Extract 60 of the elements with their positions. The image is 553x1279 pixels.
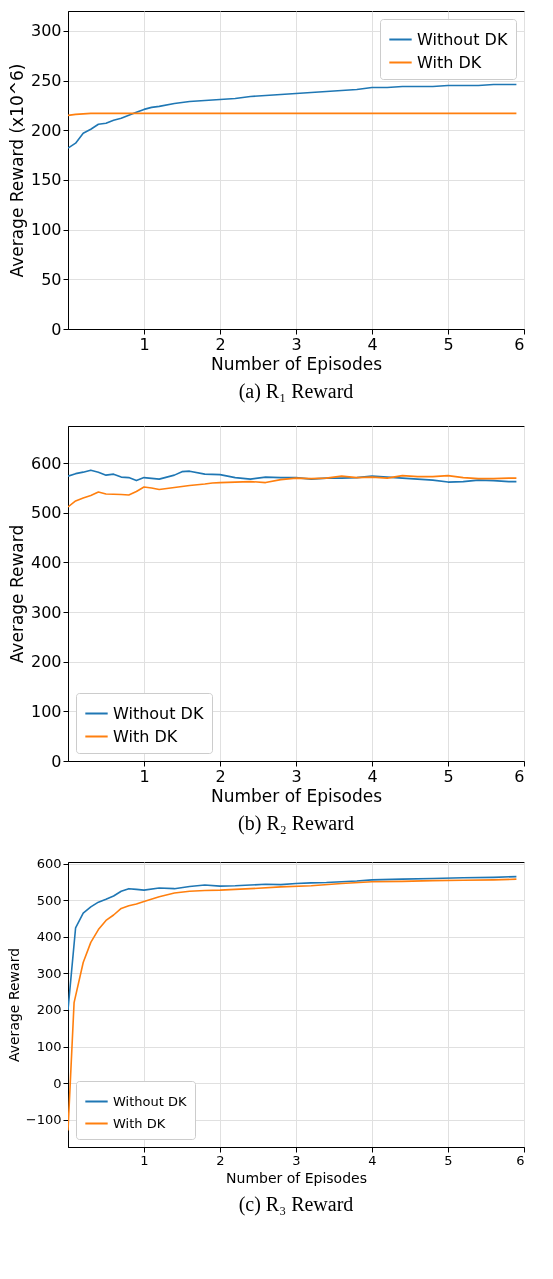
line-series xyxy=(68,474,518,508)
y-tick-label: 300 xyxy=(36,965,62,981)
x-tick-label: 1 xyxy=(139,334,150,354)
y-tick-label: 0 xyxy=(51,319,62,339)
legend-label: Without DK xyxy=(417,29,508,49)
x-tick-label: 2 xyxy=(216,1152,225,1168)
x-tick-label: 5 xyxy=(444,1152,453,1168)
legend-label: With DK xyxy=(113,1115,166,1131)
x-tick-label: 3 xyxy=(292,1152,301,1168)
y-tick-label: 100 xyxy=(30,220,62,240)
y-tick-label: −100 xyxy=(25,1112,62,1128)
x-tick-label: 5 xyxy=(443,766,454,786)
text: (c) R₃ Reward xyxy=(238,1193,354,1216)
y-tick-label: 400 xyxy=(36,929,62,945)
y-tick-label: 200 xyxy=(30,652,62,672)
y-tick-label: 300 xyxy=(30,602,62,622)
x-tick-label: 4 xyxy=(368,1152,377,1168)
y-tick-label: 400 xyxy=(30,552,62,572)
x-axis-title: Number of Episodes xyxy=(226,1169,367,1186)
y-tick-label: 250 xyxy=(30,71,62,91)
x-tick-label: 4 xyxy=(367,334,378,354)
text: (a) R₁ Reward xyxy=(238,380,354,403)
legend-label: With DK xyxy=(417,52,482,72)
y-tick-label: 300 xyxy=(30,21,62,41)
x-tick-label: 3 xyxy=(291,334,302,354)
y-tick-label: 600 xyxy=(36,856,62,872)
x-axis-title: Number of Episodes xyxy=(210,785,383,806)
x-tick-label: 6 xyxy=(516,1152,525,1168)
line-series xyxy=(68,875,518,1011)
y-tick-label: 0 xyxy=(53,1075,62,1091)
line-series xyxy=(68,83,518,149)
line-series xyxy=(68,878,518,1132)
y-tick-label: 500 xyxy=(36,892,62,908)
y-axis-title: Average Reward xyxy=(5,947,22,1063)
x-tick-label: 1 xyxy=(140,1152,149,1168)
legend-label: With DK xyxy=(113,726,178,746)
y-tick-label: 500 xyxy=(30,503,62,523)
y-tick-label: 200 xyxy=(30,120,62,140)
x-tick-label: 4 xyxy=(367,766,378,786)
y-tick-label: 150 xyxy=(30,170,62,190)
x-tick-label: 6 xyxy=(514,334,525,354)
line-series xyxy=(68,469,518,483)
y-tick-label: 50 xyxy=(41,269,62,289)
x-tick-label: 2 xyxy=(215,766,226,786)
y-axis-title: Average Reward (x10^6) xyxy=(6,63,27,278)
x-tick-label: 3 xyxy=(291,766,302,786)
text: (b) R₂ Reward xyxy=(238,812,354,835)
legend-label: Without DK xyxy=(113,703,204,723)
legend-label: Without DK xyxy=(113,1093,187,1109)
x-tick-label: 1 xyxy=(139,766,150,786)
y-tick-label: 200 xyxy=(36,1002,62,1018)
y-tick-label: 100 xyxy=(36,1039,62,1055)
x-tick-label: 5 xyxy=(443,334,454,354)
y-tick-label: 100 xyxy=(30,701,62,721)
y-tick-label: 600 xyxy=(30,453,62,473)
y-tick-label: 0 xyxy=(51,751,62,771)
x-axis-title: Number of Episodes xyxy=(210,353,383,374)
x-tick-label: 2 xyxy=(215,334,226,354)
y-axis-title: Average Reward xyxy=(6,524,27,664)
x-tick-label: 6 xyxy=(514,766,525,786)
